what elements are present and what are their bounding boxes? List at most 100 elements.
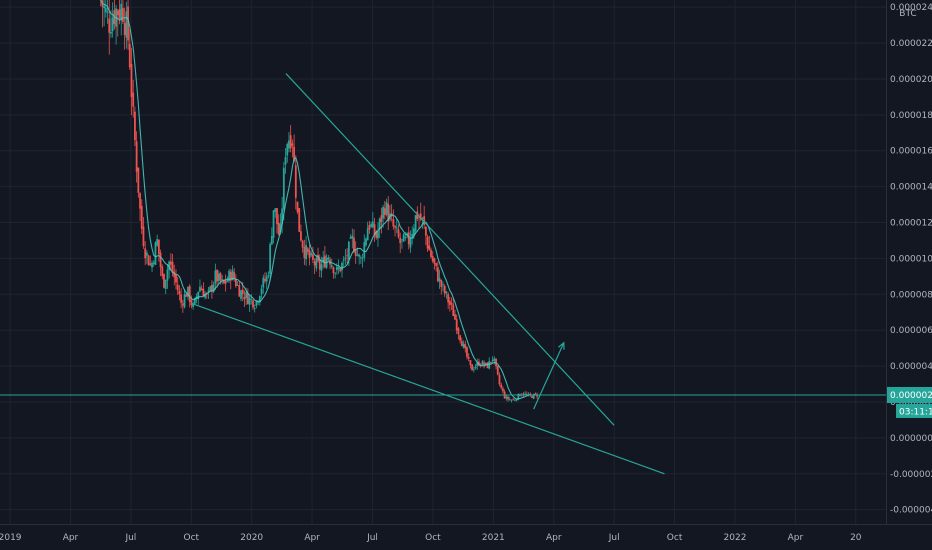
candle-body	[457, 328, 460, 335]
candle-body	[282, 167, 285, 210]
candle-body	[252, 300, 254, 308]
candle-body	[455, 319, 458, 331]
candle-body	[320, 264, 323, 271]
candle-body	[178, 291, 181, 295]
x-tick-label: Apr	[788, 533, 804, 543]
candle-body	[281, 208, 284, 225]
candle-body	[173, 271, 176, 278]
candle-body	[134, 111, 136, 141]
candle-body	[532, 393, 535, 399]
candle-body	[118, 9, 121, 19]
candle-body	[438, 277, 441, 282]
candle-body	[217, 273, 220, 281]
candle-body	[460, 341, 463, 347]
candle-body	[209, 286, 212, 291]
countdown-badge-value: 03:11:19	[899, 407, 932, 417]
y-tick-label: 0.00001800	[890, 111, 932, 121]
candle-body	[443, 285, 446, 294]
candle-body	[108, 18, 111, 33]
x-tick-label: Apr	[546, 533, 562, 543]
candle-body	[202, 289, 205, 297]
candle-body	[406, 233, 408, 236]
candle-body	[498, 375, 501, 385]
candle-body	[436, 267, 439, 282]
candle-body	[450, 303, 453, 305]
candle-body	[229, 271, 232, 281]
candle-body	[140, 205, 143, 229]
candle-body	[306, 248, 309, 252]
x-tick-label: 20	[850, 533, 862, 543]
candle-body	[110, 31, 112, 34]
candle-body	[168, 261, 171, 271]
candle-body	[407, 232, 410, 245]
candle-body	[339, 267, 342, 272]
candle-body	[142, 226, 145, 247]
y-tick-label: 0.00002200	[890, 39, 932, 49]
time-axis[interactable]: 2019 Apr Jul Oct 2020 Apr Jul Oct 2021 Apr Jul Oct 2…	[0, 533, 862, 543]
candle-body	[181, 303, 184, 306]
moving-average-path	[100, 0, 538, 400]
candle-body	[508, 399, 511, 401]
candle-body	[366, 228, 369, 241]
candle-body	[483, 362, 485, 366]
candle-body	[204, 293, 206, 298]
candle-body	[452, 304, 455, 316]
candle-body	[234, 279, 237, 287]
candle-body	[104, 7, 107, 13]
candle-body	[507, 396, 509, 400]
candle-body	[207, 289, 210, 292]
candle-body	[462, 343, 465, 348]
x-tick-label: Jul	[608, 533, 620, 543]
countdown-badge-bg	[896, 403, 932, 418]
candle-body	[426, 236, 429, 249]
candle-body	[488, 361, 491, 369]
candle-body	[353, 237, 355, 252]
candle-body	[495, 358, 497, 367]
candle-body	[500, 384, 503, 388]
candle-body	[274, 208, 277, 212]
candle-body	[111, 17, 114, 32]
candle-body	[347, 241, 350, 260]
candle-body	[435, 263, 438, 267]
candle-body	[305, 245, 307, 260]
price-axis[interactable]: 0.00002400 0.00002200 0.00002000 0.00001800…	[890, 3, 932, 515]
candle-body	[411, 233, 414, 239]
drawing-annotations[interactable]	[0, 73, 886, 475]
candle-body	[312, 254, 314, 260]
upper-trendline[interactable]	[285, 73, 615, 426]
projection-arrow[interactable]	[533, 342, 565, 410]
candle-body	[255, 300, 258, 306]
candle-body	[513, 399, 516, 401]
candle-body	[399, 237, 402, 244]
price-badge-bg	[887, 386, 932, 403]
candle-body	[116, 10, 119, 16]
candle-body	[380, 215, 383, 222]
candle-body	[144, 248, 147, 259]
candle-body	[171, 261, 174, 273]
candle-body	[310, 253, 313, 256]
candle-body	[474, 366, 477, 369]
candle-body	[279, 223, 282, 233]
candle-body	[430, 250, 432, 258]
candle-body	[233, 272, 236, 280]
candle-body	[176, 284, 179, 291]
candle-body	[308, 250, 311, 258]
lower-trendline[interactable]	[191, 302, 665, 475]
candle-body	[149, 263, 152, 265]
candle-body	[188, 286, 191, 302]
candle-body	[157, 239, 160, 255]
candle-body	[375, 231, 378, 238]
candle-body	[288, 140, 290, 149]
candle-body	[303, 247, 306, 258]
candle-body	[356, 254, 359, 256]
candle-body	[496, 365, 499, 375]
candle-body	[137, 167, 140, 193]
x-tick-label: Oct	[667, 533, 683, 543]
candle-body	[132, 92, 135, 107]
x-tick-label: Oct	[425, 533, 441, 543]
candle-body	[190, 299, 193, 306]
x-tick-label: 2020	[240, 533, 263, 543]
candle-body	[253, 307, 256, 309]
